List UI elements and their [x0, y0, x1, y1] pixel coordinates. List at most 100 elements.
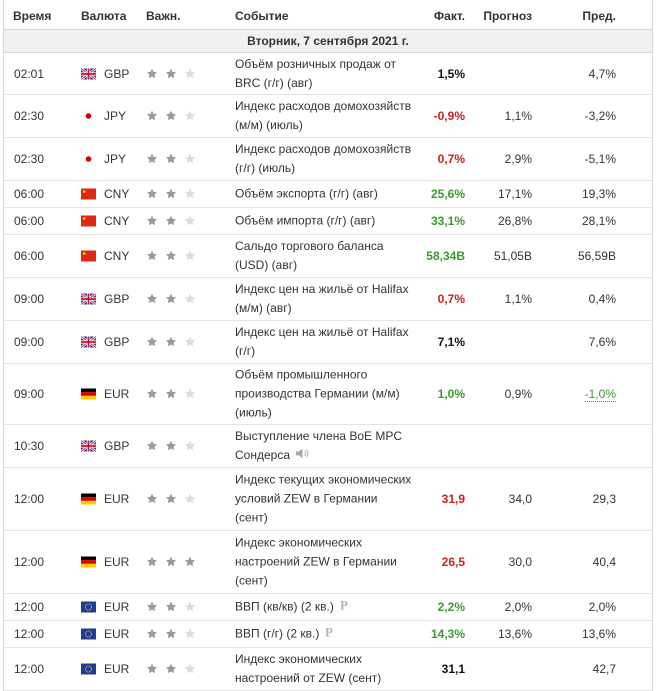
- event-name-line: (сент): [235, 573, 268, 588]
- preliminary-icon[interactable]: P: [339, 598, 349, 617]
- table-row[interactable]: 06:00 CNY Объём импорта (г/г) (авг) 33,1% 26…: [4, 208, 652, 235]
- previous-value: 29,3: [593, 492, 616, 506]
- actual-value: 33,1%: [430, 214, 465, 228]
- currency-code: JPY: [104, 152, 127, 166]
- japan-flag-icon: [80, 110, 97, 122]
- eu-flag-icon: [81, 663, 96, 675]
- germany-flag-icon: [81, 388, 96, 400]
- forecast-value: 2,9%: [504, 152, 532, 166]
- revised-previous-value[interactable]: -1,0%: [584, 387, 616, 402]
- actual-value: 1,5%: [437, 66, 465, 81]
- col-importance-header[interactable]: Важн.: [146, 9, 181, 23]
- importance-stars-icon: [146, 336, 198, 348]
- event-name-line: ВВП (г/г) (2 кв.) P: [235, 624, 435, 643]
- forecast-value: 0,9%: [504, 387, 532, 401]
- col-event-header[interactable]: Событие: [235, 9, 289, 23]
- table-row[interactable]: 12:00 EUR ВВП (г/г) (2 кв.) P 14,3% 13,6% 13,6…: [4, 621, 652, 648]
- preliminary-icon[interactable]: P: [324, 625, 334, 644]
- event-name-line: Индекс расходов домохозяйств: [235, 142, 412, 156]
- event-name-link[interactable]: Индекс расходов домохозяйств (г/г) (июль): [235, 140, 435, 178]
- svg-text:P: P: [325, 626, 333, 638]
- china-flag-icon: [81, 250, 96, 262]
- previous-value: -1,0%: [584, 387, 616, 402]
- event-name-link[interactable]: Выступление члена BoE MPC Сондерса: [235, 427, 435, 465]
- importance-stars-icon: [146, 68, 198, 80]
- currency-code: CNY: [104, 249, 130, 263]
- table-row[interactable]: 10:30 GBP Выступление члена BoE MPC Сондерс…: [4, 425, 652, 468]
- actual-value: 2,2%: [437, 600, 465, 614]
- table-row[interactable]: 06:00 CNY Сальдо торгового баланса (USD) (а…: [4, 235, 652, 278]
- currency-code: EUR: [104, 492, 130, 506]
- event-name-link[interactable]: Индекс текущих экономических условий ZEW …: [235, 471, 435, 528]
- actual-value: 31,9: [441, 492, 465, 506]
- speaker-icon[interactable]: [295, 446, 309, 465]
- previous-value: 19,3%: [582, 187, 616, 201]
- event-name-line: Объём промышленного: [235, 367, 368, 382]
- event-name-link[interactable]: Объём экспорта (г/г) (авг): [235, 185, 435, 204]
- event-time: 12:00: [14, 662, 45, 676]
- event-name-line: Индекс расходов домохозяйств: [235, 99, 412, 113]
- table-row[interactable]: 02:01 GBP Объём розничных продаж от BRC (г/…: [4, 53, 652, 95]
- event-name-link[interactable]: Сальдо торгового баланса (USD) (авг): [235, 237, 435, 275]
- importance-stars-icon: [146, 215, 198, 227]
- importance-stars-icon: [146, 556, 198, 568]
- table-row[interactable]: 06:00 CNY Объём экспорта (г/г) (авг) 25,6% 1…: [4, 181, 652, 208]
- col-forecast-header[interactable]: Прогноз: [483, 9, 532, 23]
- currency-code: JPY: [104, 109, 127, 123]
- currency-code: CNY: [104, 187, 130, 201]
- col-actual-header[interactable]: Факт.: [433, 9, 465, 23]
- event-name-link[interactable]: Индекс экономических настроений ZEW в Гер…: [235, 534, 435, 591]
- svg-text:P: P: [340, 599, 348, 611]
- previous-value-text: 7,6%: [588, 335, 616, 349]
- event-name-line: производства Германии (м/м): [235, 386, 400, 401]
- importance-stars-icon: [146, 388, 198, 400]
- col-time-header[interactable]: Время: [13, 9, 52, 23]
- previous-value-text: -3,2%: [584, 109, 616, 123]
- event-name-link[interactable]: Объём розничных продаж от BRC (г/г) (авг): [235, 55, 435, 93]
- col-currency-header[interactable]: Валюта: [81, 9, 127, 23]
- event-time: 10:30: [14, 439, 45, 453]
- event-name-line: настроений от ZEW (сент): [235, 671, 382, 685]
- event-name-link[interactable]: Индекс расходов домохозяйств (м/м) (июль): [235, 97, 435, 135]
- event-name-line: Выступление члена BoE MPC: [235, 428, 403, 443]
- table-row[interactable]: 02:30 JPY Индекс расходов домохозяйств (г/г…: [4, 138, 652, 181]
- table-row[interactable]: 12:00 EUR ВВП (кв/кв) (2 кв.) P 2,2% 2,0% 2,0%: [4, 594, 652, 621]
- currency-code: EUR: [104, 387, 130, 401]
- table-row[interactable]: 12:00 EUR Индекс текущих экономических усло…: [4, 468, 652, 531]
- china-flag-icon: [81, 215, 96, 227]
- table-row[interactable]: 12:00 EUR Индекс экономических настроений о…: [4, 648, 652, 691]
- col-previous-header[interactable]: Пред.: [582, 9, 616, 23]
- eu-flag-icon: [81, 628, 96, 640]
- forecast-value: 1,1%: [504, 109, 532, 123]
- importance-stars-icon: [146, 153, 198, 165]
- previous-value-text: 2,0%: [588, 600, 616, 614]
- previous-value: 2,0%: [589, 600, 616, 614]
- event-name-link[interactable]: Индекс цен на жильё от Halifax (м/м) (авг…: [235, 280, 435, 318]
- event-name-link[interactable]: Объём промышленного производства Германии…: [235, 366, 435, 423]
- actual-value: -0,9%: [433, 109, 465, 123]
- table-row[interactable]: 09:00 GBP Индекс цен на жильё от Halifax (м…: [4, 278, 652, 321]
- day-separator: Вторник, 7 сентября 2021 г.: [4, 30, 652, 53]
- table-header: Время Валюта Важн. Событие Факт. Прогноз…: [4, 0, 652, 30]
- event-name-link[interactable]: ВВП (г/г) (2 кв.) P: [235, 624, 435, 643]
- event-name-line: Индекс цен на жильё от Halifax: [235, 282, 409, 296]
- importance-stars-icon: [146, 110, 198, 122]
- actual-value: 0,7%: [437, 292, 465, 306]
- previous-value: 40,4: [593, 555, 616, 569]
- table-row[interactable]: 09:00 GBP Индекс цен на жильё от Halifax (г…: [4, 321, 652, 364]
- event-name-link[interactable]: Объём импорта (г/г) (авг): [235, 212, 435, 231]
- previous-value-text: 13,6%: [581, 627, 616, 641]
- event-name-link[interactable]: Индекс экономических настроений от ZEW (с…: [235, 650, 435, 688]
- event-name-link[interactable]: Индекс цен на жильё от Halifax (г/г): [235, 323, 435, 361]
- table-row[interactable]: 12:00 EUR Индекс экономических настроений Z…: [4, 531, 652, 594]
- event-name-link[interactable]: ВВП (кв/кв) (2 кв.) P: [235, 597, 435, 616]
- actual-value: 7,1%: [437, 335, 465, 349]
- importance-stars-icon: [146, 493, 198, 505]
- currency-code: GBP: [104, 439, 130, 453]
- actual-value: 0,7%: [437, 152, 465, 166]
- event-name-line: Сальдо торгового баланса: [235, 239, 384, 253]
- uk-flag-icon: [80, 67, 97, 80]
- previous-value-text: 28,1%: [581, 214, 616, 228]
- table-row[interactable]: 09:00 EUR Объём промышленного производства …: [4, 364, 652, 425]
- table-row[interactable]: 02:30 JPY Индекс расходов домохозяйств (м/м…: [4, 95, 652, 138]
